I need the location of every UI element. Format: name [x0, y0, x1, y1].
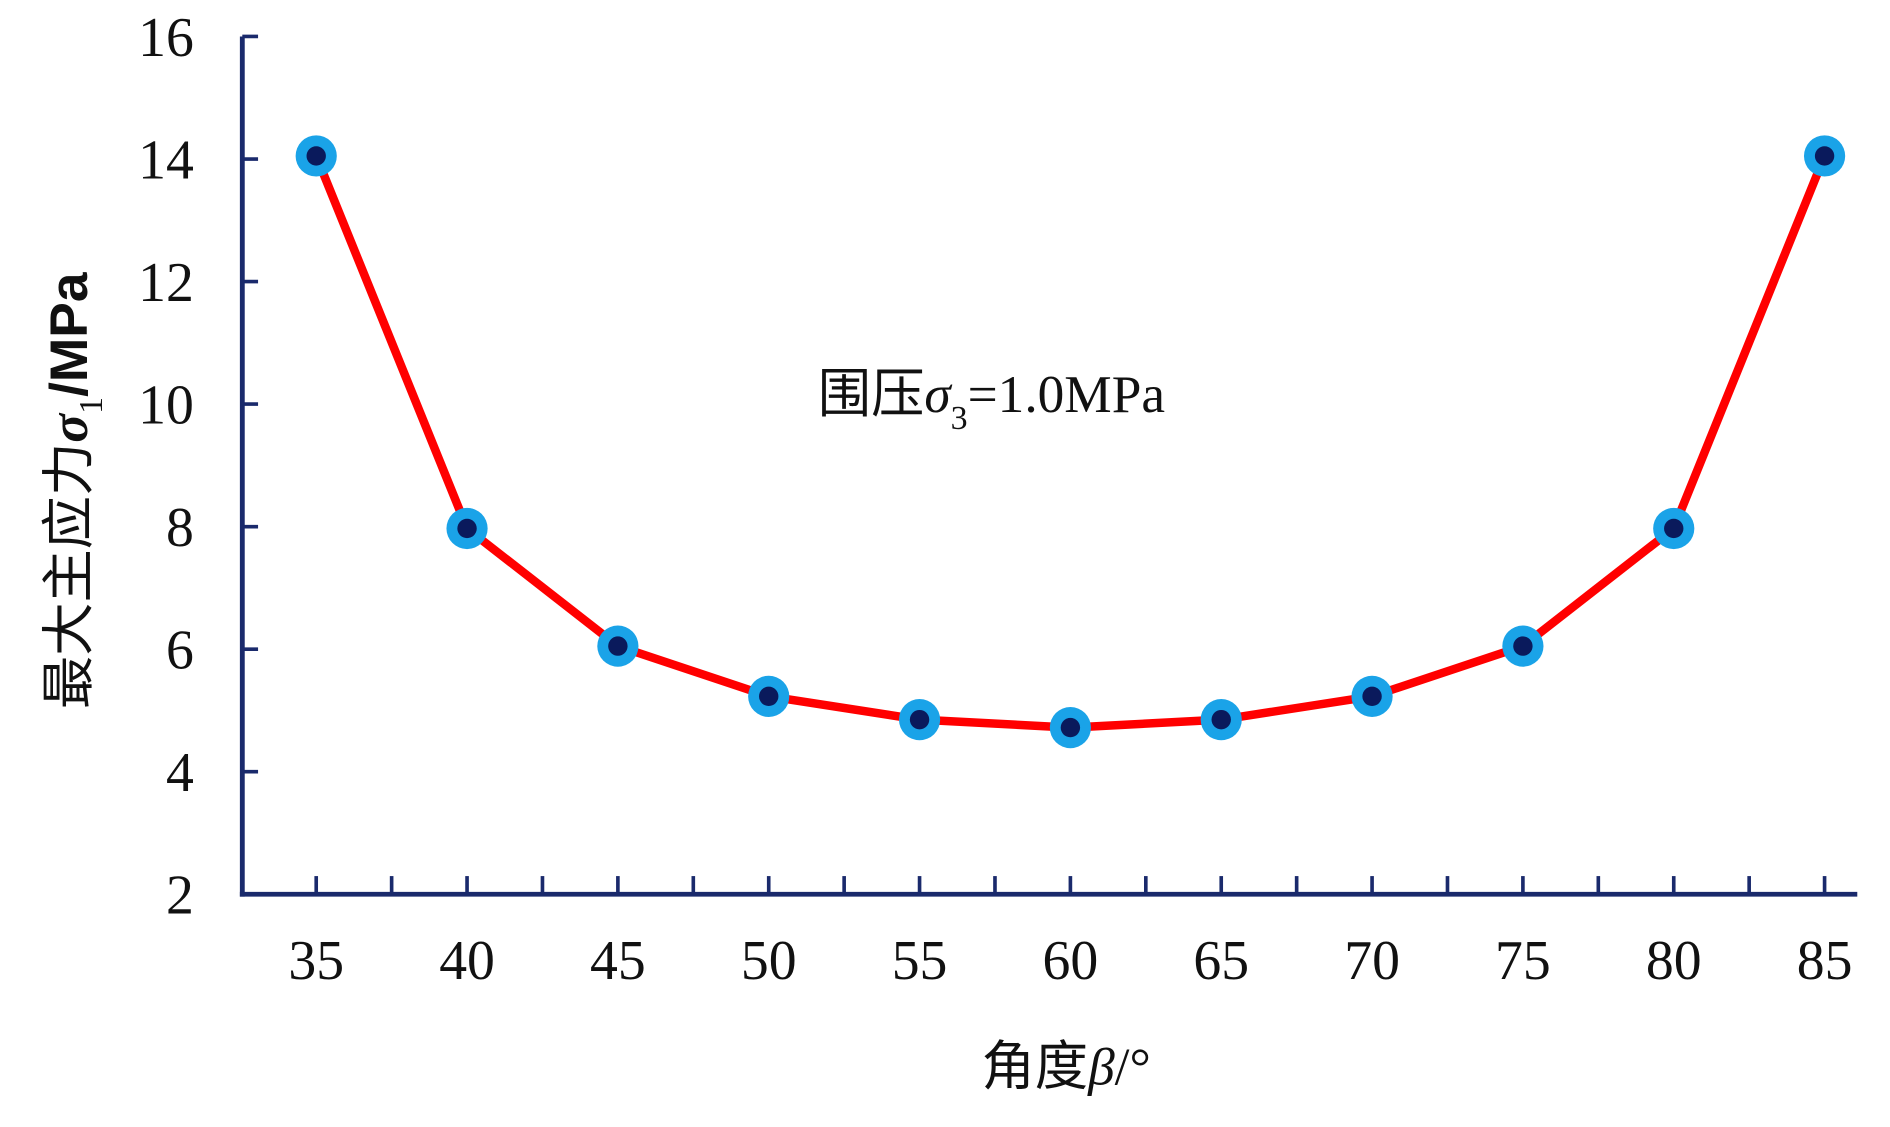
x-tick-label: 50 [741, 930, 797, 992]
tick-labels: 2 4 6 8 10 12 14 16 35 40 45 50 55 60 65 70 75 80 85 [138, 7, 1852, 992]
data-point-center [306, 146, 326, 166]
y-tick-label: 12 [138, 252, 194, 314]
data-point-center [1060, 717, 1081, 738]
y-tick-label: 10 [138, 374, 194, 436]
y-tick-label: 14 [138, 129, 194, 191]
x-tick-label: 70 [1344, 930, 1400, 992]
data-point-center [1362, 686, 1382, 707]
x-tick-label: 80 [1646, 930, 1702, 992]
y-tick-label: 16 [138, 7, 194, 69]
series [295, 135, 1846, 749]
y-axis-label: 最大主应力σ1/MPa [40, 272, 110, 709]
data-point-center [1664, 518, 1684, 539]
data-point-center [1513, 636, 1533, 656]
data-point-center [909, 709, 930, 730]
y-tick-label: 2 [166, 865, 194, 927]
x-axis-label: 角度β/° [982, 1037, 1151, 1096]
y-tick-label: 6 [166, 620, 194, 682]
axes [239, 34, 1858, 897]
x-tick-label: 85 [1797, 930, 1853, 992]
x-tick-label: 75 [1495, 930, 1551, 992]
data-point-center [457, 518, 477, 539]
x-tick-label: 35 [288, 930, 344, 992]
data-point-center [759, 686, 779, 707]
annotation: 围压σ3=1.0MPa [818, 365, 1165, 437]
series-line [312, 154, 1829, 732]
data-point-center [1211, 709, 1231, 730]
x-tick-label: 55 [892, 930, 948, 992]
x-tick-label: 40 [439, 930, 495, 992]
x-tick-label: 65 [1193, 930, 1249, 992]
y-tick-label: 4 [166, 742, 194, 804]
data-point-center [1814, 146, 1835, 166]
y-tick-label: 8 [166, 497, 194, 559]
x-tick-label: 45 [590, 930, 646, 992]
x-tick-label: 60 [1043, 930, 1099, 992]
data-point-center [608, 636, 628, 656]
